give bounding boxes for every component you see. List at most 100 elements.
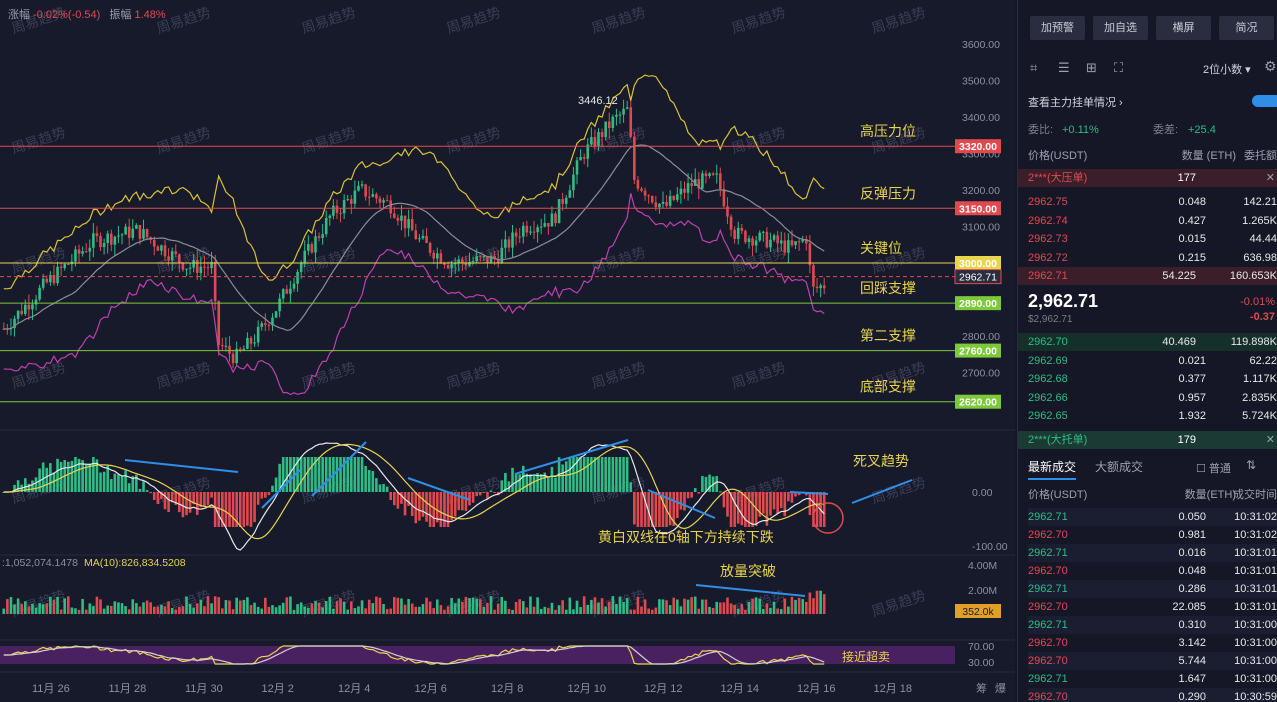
bid-row[interactable]: 2962.65 1.932 5.724K xyxy=(1028,407,1277,425)
trade-row: 2962.70 5.744 10:31:00 xyxy=(1028,652,1277,670)
level-label-5: 底部支撑 xyxy=(860,379,916,395)
settings-icon[interactable]: ⚙ xyxy=(1264,58,1277,74)
tab-large-trades[interactable]: 大额成交 xyxy=(1095,460,1144,474)
ask-qty: 0.048 xyxy=(1178,196,1206,208)
volume-bar xyxy=(310,603,314,614)
candle-body xyxy=(468,262,471,266)
ask-row[interactable]: 2962.73 0.015 44.44 xyxy=(1028,230,1277,248)
macd-hist-bar xyxy=(192,492,195,505)
ratio-label: 委比: xyxy=(1028,124,1054,136)
macd-hist-bar xyxy=(815,492,819,527)
ob-header-0: 价格(USDT) xyxy=(1028,150,1088,162)
volume-bar xyxy=(478,599,482,614)
macd-hist-bar xyxy=(299,457,303,492)
ask-row[interactable]: 2962.71 54.225 160.653K xyxy=(1018,267,1277,285)
volume-bar xyxy=(521,601,525,614)
depth-select[interactable]: 2位小数 ▾ xyxy=(1203,64,1251,76)
order-book-toggle[interactable] xyxy=(1252,95,1277,107)
rsi-band xyxy=(0,646,955,664)
bid-total: 1.117K xyxy=(1242,373,1277,385)
list-icon[interactable]: ☰ xyxy=(1058,60,1070,75)
volume-bar xyxy=(518,599,521,614)
volume-bar xyxy=(643,599,647,614)
order-book-title[interactable]: 查看主力挂单情况 › xyxy=(1028,97,1123,109)
volume-bar xyxy=(296,604,299,614)
candle-body xyxy=(142,229,145,239)
macd-hist-bar xyxy=(342,457,346,492)
candle-body xyxy=(790,240,794,246)
trade-qty: 0.981 xyxy=(1178,529,1206,541)
volume-bar xyxy=(113,601,117,614)
candle-body xyxy=(435,253,439,259)
level-badge-0 xyxy=(955,139,1001,154)
macd-hist-bar xyxy=(572,457,575,492)
ask-big-label: 2***(大压单) xyxy=(1028,172,1088,184)
volume-bar xyxy=(629,609,633,614)
candle-body xyxy=(228,345,231,354)
boll-upper-line xyxy=(3,74,825,290)
filter-icon[interactable]: ⇅ xyxy=(1246,458,1257,472)
ask-row[interactable]: 2962.75 0.048 142.21 xyxy=(1028,193,1277,211)
macd-hist-bar xyxy=(647,492,650,527)
volume-bar xyxy=(400,598,403,614)
volume-bar xyxy=(264,597,267,614)
candle-body xyxy=(77,249,81,254)
candle-body xyxy=(557,199,561,224)
current-price-badge-text: 2962.71 xyxy=(959,272,997,284)
candle-body xyxy=(224,345,228,347)
volume-bar xyxy=(611,596,615,614)
macd-hist-bar xyxy=(278,463,281,492)
watermark-text: 周易趋势 xyxy=(589,244,647,277)
candle-body xyxy=(117,235,120,237)
bid-row[interactable]: 2962.69 0.021 62.22 xyxy=(1028,352,1277,370)
level-badge-text-1: 3150.00 xyxy=(959,203,997,215)
macd-hist-bar xyxy=(213,492,217,527)
candle-body xyxy=(203,266,206,268)
volume-bar xyxy=(66,596,70,614)
ask-row[interactable]: 2962.74 0.427 1.265K xyxy=(1028,212,1277,230)
volume-bar xyxy=(658,599,661,614)
side-button-3[interactable]: 简况 xyxy=(1219,16,1274,40)
candle-body xyxy=(321,234,324,238)
chart-area[interactable]: 涨幅 -0.02%(-0.54) 振幅 1.48% 周易趋势 周易趋势 周易趋势 周易… xyxy=(0,0,1015,702)
bid-row[interactable]: 2962.66 0.957 2.835K xyxy=(1028,389,1277,407)
volume-bar xyxy=(131,599,135,614)
watermark-text: 周易趋势 xyxy=(154,244,212,277)
normal-checkbox[interactable]: ☐ 普通 xyxy=(1196,463,1231,475)
bid-row[interactable]: 2962.68 0.377 1.117K xyxy=(1028,370,1277,388)
macd-hist-bar xyxy=(808,492,812,516)
macd-hist-bar xyxy=(729,492,733,527)
macd-hist-bar xyxy=(23,478,27,492)
bid-big-close-icon[interactable]: ✕ xyxy=(1265,434,1275,446)
ob-header: 价格(USDT) 数量 (ETH) 委托额 xyxy=(1028,147,1277,165)
fullscreen-icon[interactable]: ⛶ xyxy=(1114,60,1124,75)
side-button-1[interactable]: 加自选 xyxy=(1093,16,1148,40)
indicator-icon[interactable]: ⊞ xyxy=(1086,60,1097,75)
volume-bar xyxy=(787,606,790,614)
ask-row[interactable]: 2962.72 0.215 636.98 xyxy=(1028,249,1277,267)
candle-body xyxy=(210,261,213,269)
volume-bar xyxy=(726,597,729,614)
side-button-0[interactable]: 加预警 xyxy=(1030,16,1085,40)
macd-dif-line xyxy=(3,442,825,551)
candle-body xyxy=(561,199,564,204)
candle-body xyxy=(762,231,765,233)
side-button-2[interactable]: 横屏 xyxy=(1156,16,1211,40)
macd-hist-bar xyxy=(170,492,174,503)
volume-bar xyxy=(350,601,353,614)
macd-hist-bar xyxy=(314,457,317,492)
candle-body xyxy=(63,264,66,269)
bid-row[interactable]: 2962.70 40.469 119.898K xyxy=(1018,333,1277,351)
candle-body xyxy=(403,215,407,229)
volume-bar xyxy=(733,604,736,614)
volume-bar xyxy=(489,596,493,614)
tab-latest-trades[interactable]: 最新成交 xyxy=(1028,458,1077,480)
candle-body xyxy=(822,285,826,289)
volume-bar xyxy=(16,598,20,614)
macd-hist-bar xyxy=(762,492,765,514)
ask-big-close-icon[interactable]: ✕ xyxy=(1265,172,1275,184)
bid-total: 119.898K xyxy=(1230,336,1277,348)
chart-style-icon[interactable]: ⌗ xyxy=(1030,60,1038,75)
trade-time: 10:31:00 xyxy=(1234,637,1277,649)
